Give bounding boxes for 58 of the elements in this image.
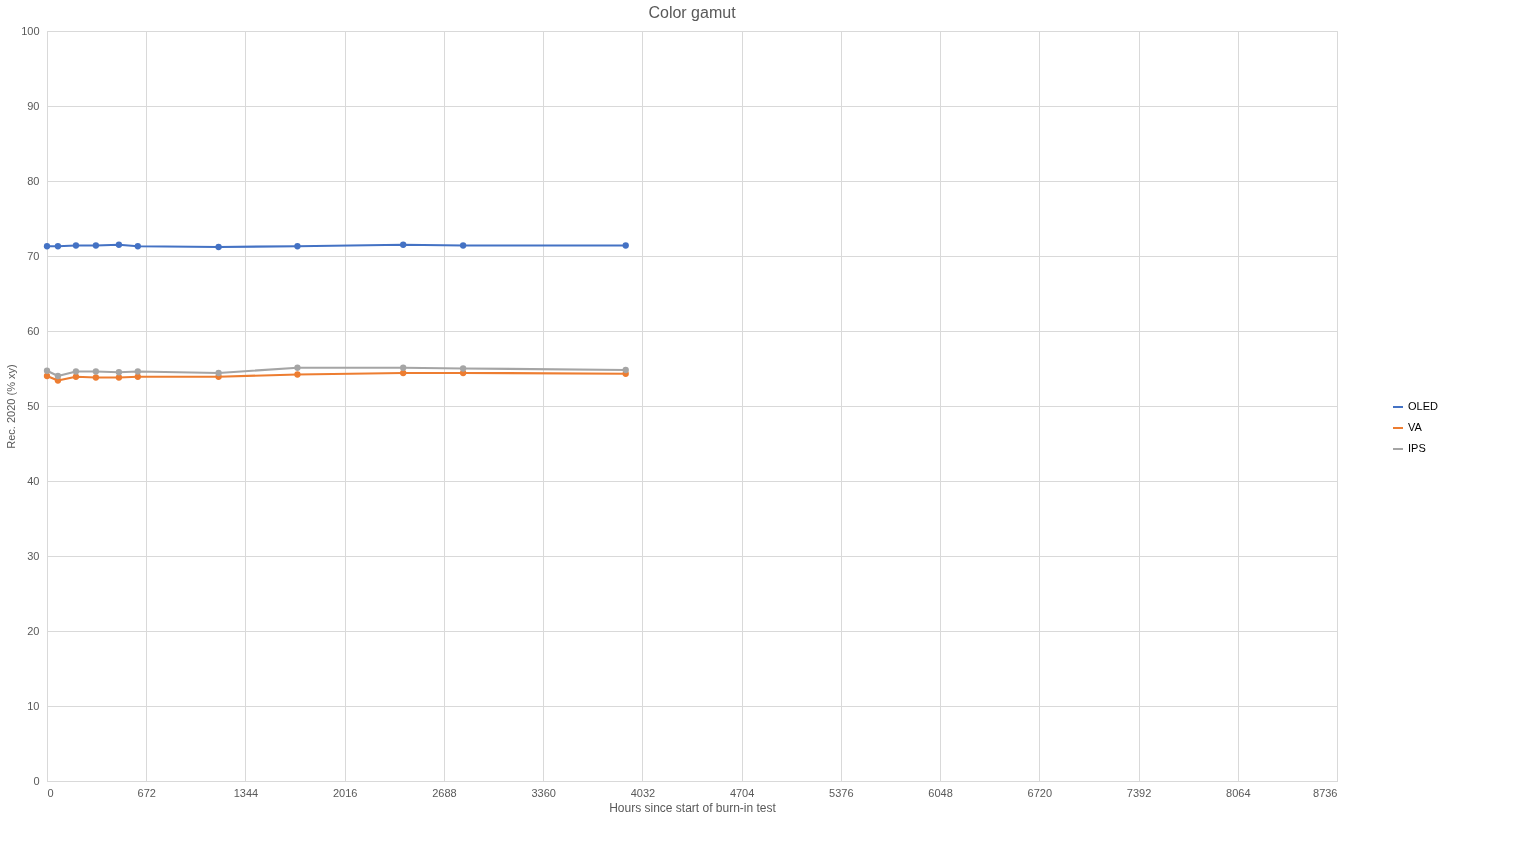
- x-tick-label: 2688: [432, 786, 457, 799]
- y-tick-label: 60: [27, 324, 40, 337]
- point: [54, 372, 62, 380]
- point: [92, 374, 100, 381]
- x-tick-label: 4704: [729, 786, 755, 799]
- x-tick-label: 8736: [1313, 786, 1338, 799]
- point: [622, 242, 629, 249]
- point: [294, 371, 301, 378]
- x-axis-title: Hours since start of burn-in test: [609, 800, 777, 815]
- point: [72, 368, 80, 375]
- y-tick-label: 10: [27, 699, 40, 712]
- point: [400, 369, 407, 377]
- y-axis-title: Rec. 2020 (% xy): [5, 364, 18, 449]
- point: [400, 364, 407, 371]
- x-tick-label: 3360: [531, 786, 556, 799]
- y-tick-label: 70: [27, 249, 40, 262]
- y-tick-label: 90: [27, 99, 40, 112]
- x-tick-label: 0: [47, 786, 54, 799]
- point: [215, 243, 222, 251]
- x-tick-label: 1344: [233, 786, 259, 799]
- point: [400, 241, 407, 248]
- point: [43, 243, 51, 250]
- point: [459, 242, 467, 249]
- point: [459, 365, 467, 372]
- legend-label: VA: [1408, 421, 1423, 433]
- point: [115, 374, 123, 381]
- point: [215, 369, 222, 377]
- point: [92, 242, 100, 249]
- y-tick-label: 100: [21, 24, 40, 37]
- point: [294, 364, 301, 371]
- y-tick-label: 40: [27, 474, 40, 487]
- x-tick-label: 6048: [928, 786, 953, 799]
- x-tick-label: 4032: [630, 786, 656, 799]
- x-tick-label: 672: [137, 786, 156, 799]
- x-tick-label: 7392: [1126, 786, 1152, 799]
- chart-title: Color gamut: [648, 4, 737, 21]
- point: [54, 243, 62, 250]
- point: [92, 368, 100, 375]
- point: [72, 242, 80, 249]
- point: [622, 366, 629, 374]
- x-tick-label: 2016: [332, 786, 358, 799]
- y-tick-label: 50: [27, 399, 40, 412]
- point: [43, 367, 51, 374]
- point: [294, 243, 301, 250]
- y-tick-label: 80: [27, 174, 40, 187]
- y-tick-label: 20: [27, 624, 40, 637]
- x-tick-label: 5376: [829, 786, 854, 799]
- x-tick-label: 6720: [1027, 786, 1053, 799]
- y-tick-label: 0: [33, 774, 40, 787]
- point: [115, 369, 123, 376]
- point: [43, 372, 51, 380]
- point: [134, 243, 141, 250]
- y-tick-label: 30: [27, 549, 40, 562]
- point: [115, 241, 123, 248]
- x-tick-label: 8064: [1226, 786, 1251, 799]
- legend-label: OLED: [1408, 400, 1439, 412]
- legend-label: IPS: [1408, 442, 1426, 454]
- point: [134, 368, 141, 375]
